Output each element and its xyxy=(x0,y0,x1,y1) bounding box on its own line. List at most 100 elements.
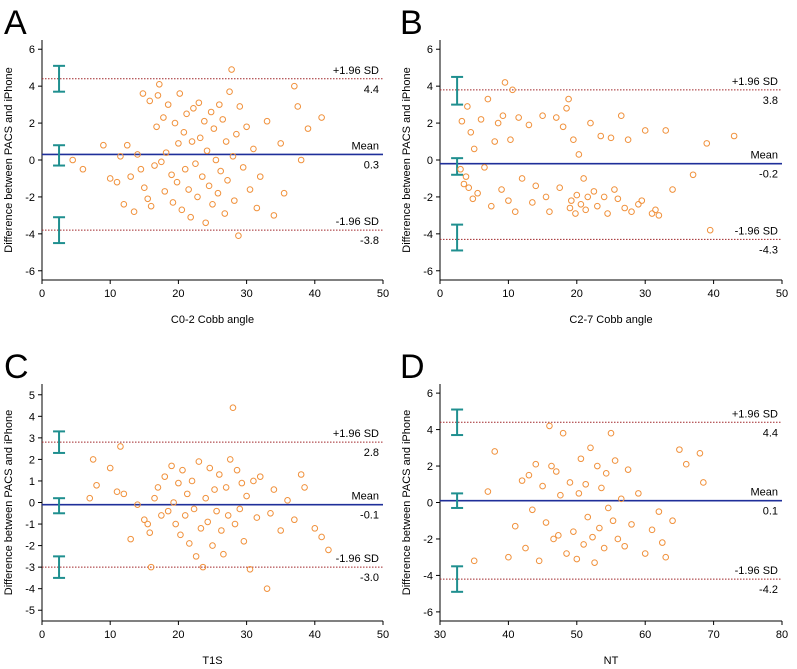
y-tick-label: 3 xyxy=(29,433,35,445)
data-point xyxy=(79,165,87,173)
data-point xyxy=(509,86,516,94)
data-point xyxy=(584,193,592,201)
data-point xyxy=(168,171,175,179)
data-point xyxy=(624,466,632,473)
data-point xyxy=(535,557,543,565)
data-point xyxy=(700,479,707,486)
data-point xyxy=(511,522,519,530)
data-point xyxy=(256,473,264,480)
data-point xyxy=(577,201,585,208)
data-point xyxy=(604,210,611,217)
data-point xyxy=(518,477,526,484)
data-point xyxy=(617,495,625,503)
data-point xyxy=(172,520,179,528)
data-point xyxy=(325,546,332,554)
ci-error-bar xyxy=(53,430,66,454)
data-point xyxy=(270,486,278,493)
data-point xyxy=(181,512,189,519)
data-point xyxy=(212,156,220,164)
data-point xyxy=(563,105,570,112)
data-point xyxy=(188,138,196,145)
y-tick-label: 4 xyxy=(427,81,433,93)
y-tick-label: 6 xyxy=(29,44,35,56)
upper-loa-label: +1.96 SD xyxy=(732,76,778,88)
data-point xyxy=(185,186,192,193)
data-point xyxy=(199,563,207,571)
y-tick-label: 4 xyxy=(29,81,35,93)
y-tick-label: 6 xyxy=(427,388,433,400)
data-point xyxy=(243,492,250,500)
x-tick-label: 10 xyxy=(104,629,116,641)
data-point xyxy=(226,456,234,463)
lower-loa-label: -1.96 SD xyxy=(735,565,778,577)
data-point xyxy=(505,553,512,561)
data-point xyxy=(220,550,227,558)
upper-loa-value: 3.8 xyxy=(763,95,778,107)
data-point xyxy=(589,533,596,541)
data-point xyxy=(284,497,291,504)
data-point xyxy=(659,539,666,546)
ci-error-bar xyxy=(451,565,464,593)
data-point xyxy=(195,99,203,107)
x-tick-label: 0 xyxy=(39,288,45,300)
data-point xyxy=(169,199,177,206)
data-point xyxy=(161,473,169,480)
x-tick-label: 40 xyxy=(502,629,514,641)
data-point xyxy=(648,210,656,217)
x-tick-label: 20 xyxy=(172,629,184,641)
data-point xyxy=(604,504,612,512)
upper-loa-value: 4.4 xyxy=(364,84,379,96)
data-point xyxy=(532,182,540,190)
data-point xyxy=(173,178,181,186)
data-point xyxy=(246,565,254,573)
data-point xyxy=(195,458,203,465)
x-axis-title: C2-7 Cobb angle xyxy=(569,314,652,326)
data-point xyxy=(239,164,247,171)
data-point xyxy=(652,206,659,214)
data-point xyxy=(151,162,158,169)
data-point xyxy=(177,531,184,539)
data-point xyxy=(469,195,477,203)
data-point xyxy=(216,471,223,478)
data-point xyxy=(600,544,608,552)
mean-label: Mean xyxy=(351,140,379,152)
data-point xyxy=(164,101,172,108)
data-point xyxy=(609,517,617,525)
data-point xyxy=(226,88,233,95)
ci-error-bar xyxy=(53,64,66,93)
panel-label: B xyxy=(400,4,423,42)
data-point xyxy=(511,208,519,215)
ci-error-bar xyxy=(451,492,464,509)
data-point xyxy=(491,448,499,455)
data-point xyxy=(224,512,232,519)
data-point xyxy=(214,189,222,197)
data-point xyxy=(594,462,601,470)
x-tick-label: 20 xyxy=(172,288,184,300)
data-point xyxy=(207,108,215,116)
data-point xyxy=(194,193,201,201)
data-point xyxy=(236,103,244,110)
data-point xyxy=(253,204,261,212)
data-point xyxy=(222,138,230,145)
data-point xyxy=(556,184,564,191)
ci-error-bar xyxy=(53,497,66,515)
data-point xyxy=(123,141,131,149)
data-point xyxy=(139,90,147,97)
x-tick-label: 10 xyxy=(502,288,514,300)
lower-loa-label: -1.96 SD xyxy=(336,216,379,228)
data-point xyxy=(676,446,683,453)
data-point xyxy=(529,199,536,206)
data-point xyxy=(236,505,244,513)
data-point xyxy=(611,457,619,464)
data-point xyxy=(147,202,155,210)
data-point xyxy=(550,535,557,543)
data-point xyxy=(168,462,175,470)
data-point xyxy=(546,422,553,430)
data-point xyxy=(318,533,325,541)
data-point xyxy=(113,488,121,496)
data-point xyxy=(202,494,209,502)
panel-label: D xyxy=(400,348,425,386)
data-point xyxy=(229,153,237,160)
data-point xyxy=(291,516,298,524)
